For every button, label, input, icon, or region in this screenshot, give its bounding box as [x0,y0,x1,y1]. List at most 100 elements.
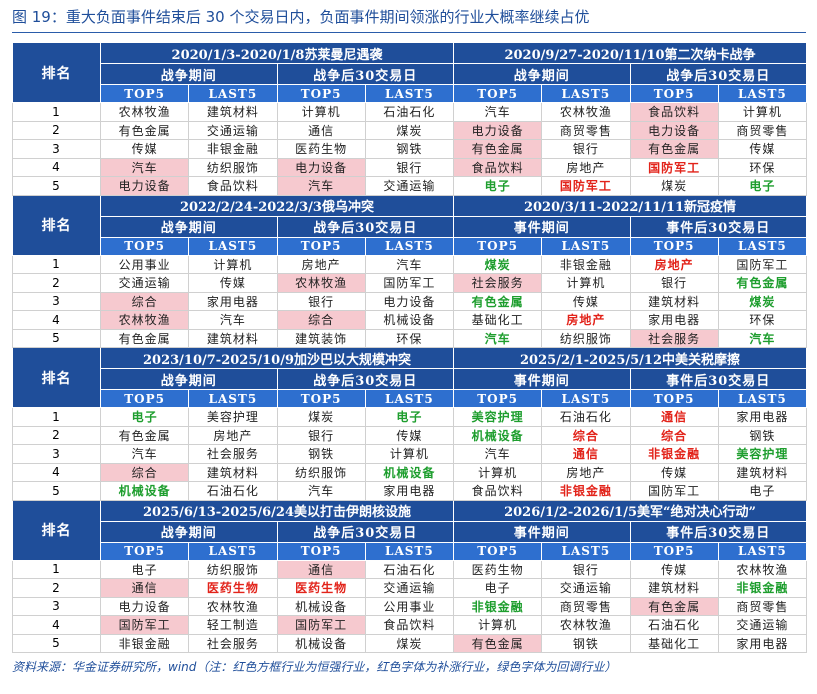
industry-cell: 汽车 [452,102,543,122]
industry-cell: 家用电器 [629,310,719,330]
industry-cell: 汽车 [188,310,278,330]
industry-cell: 建筑材料 [188,462,278,482]
industry-cell: 国防军工 [276,615,366,635]
industry-cell: 房地产 [629,254,719,274]
period-header: 战争期间 [100,63,278,85]
sub-header: TOP5 [99,236,190,256]
industry-cell: 有色金属 [452,139,543,159]
industry-cell: 环保 [364,328,455,348]
industry-cell: 综合 [541,425,631,445]
industry-cell: 建筑材料 [188,102,278,122]
sub-header: LAST5 [717,389,808,408]
industry-cell: 社会服务 [629,328,719,348]
industry-cell: 汽车 [99,157,190,177]
period-header: 事件后30交易日 [629,215,808,238]
industry-cell: 汽车 [452,444,543,464]
industry-cell: 食品饮料 [364,615,455,635]
sub-header: LAST5 [188,389,278,408]
event-header: 2020/1/3-2020/1/8苏莱曼尼遇袭 [100,42,454,64]
industry-cell: 传媒 [717,139,808,159]
industry-cell: 钢铁 [364,139,455,159]
table-row: 战争期间 战争后30交易日 战争期间 战争后30交易日 [13,63,808,85]
table-row: 4 汽车 纺织服饰 电力设备 银行 食品饮料 房地产 国防军工 环保 [12,157,808,177]
industry-cell: 交通运输 [717,615,808,635]
industry-cell: 电子 [717,176,808,196]
sub-header: LAST5 [717,84,808,103]
table-row: 5 电力设备 食品饮料 汽车 交通运输 电子 国防军工 煤炭 电子 [12,176,808,196]
sub-header: TOP5 [99,541,190,561]
industry-cell: 食品饮料 [188,176,278,196]
sub-header: TOP5 [629,84,719,103]
industry-cell: 交通运输 [188,120,278,140]
industry-cell: 交通运输 [541,578,631,598]
period-header: 战争期间 [100,368,278,390]
table-row: 2 有色金属 房地产 银行 传媒 机械设备 综合 综合 钢铁 [12,425,808,445]
industry-cell: 综合 [99,291,190,311]
sub-header: TOP5 [276,236,366,256]
sub-header: LAST5 [541,541,631,561]
rank: 2 [12,425,101,445]
rank: 1 [12,407,101,427]
industry-cell: 电子 [99,559,190,579]
table-row: 5 有色金属 建筑材料 建筑装饰 环保 汽车 纺织服饰 社会服务 汽车 [12,328,808,348]
rank: 4 [12,310,101,330]
sub-header: TOP5 [452,541,543,561]
industry-cell: 轻工制造 [188,615,278,635]
industry-cell: 有色金属 [452,291,543,311]
rank: 5 [12,481,101,501]
rank: 2 [12,273,101,293]
industry-cell: 传媒 [629,462,719,482]
event-header: 2020/9/27-2020/11/10第二次纳卡战争 [452,42,808,64]
event-header: 2023/10/7-2025/10/9加沙巴以大规模冲突 [100,347,454,369]
industry-cell: 美容护理 [452,407,543,427]
sub-header: TOP5 [276,541,366,561]
industry-cell: 钢铁 [717,425,808,445]
industry-cell: 农林牧渔 [276,273,366,293]
sub-header: LAST5 [188,84,278,103]
industry-cell: 钢铁 [276,444,366,464]
table-row: 3 传媒 非银金融 医药生物 钢铁 有色金属 银行 有色金属 传媒 [12,139,808,159]
industry-cell: 医药生物 [188,578,278,598]
industry-cell: 煤炭 [276,407,366,427]
industry-cell: 电力设备 [364,291,455,311]
industry-cell: 石油石化 [629,615,719,635]
rank-header: 排名 [12,42,101,103]
sub-header: TOP5 [452,389,543,408]
rank-header: 排名 [12,499,101,561]
sub-header: TOP5 [99,389,190,408]
table-row: 4 农林牧渔 汽车 综合 机械设备 基础化工 房地产 家用电器 环保 [12,310,808,330]
industry-cell: 汽车 [364,254,455,274]
table-row: 排名 2022/2/24-2022/3/3俄乌冲突 2020/3/11-2022/1… [12,194,808,256]
industry-cell: 非银金融 [629,444,719,464]
rank: 1 [12,559,101,579]
industry-cell: 有色金属 [629,596,719,616]
rank: 4 [12,615,101,635]
industry-cell: 农林牧渔 [541,615,631,635]
industry-cell: 国防军工 [541,176,631,196]
industry-cell: 非银金融 [188,139,278,159]
industry-cell: 公用事业 [99,254,190,274]
period-header: 战争后30交易日 [629,63,808,85]
rank-header: 排名 [12,347,101,408]
rank: 4 [12,462,101,482]
industry-cell: 机械设备 [452,425,543,445]
industry-cell: 纺织服饰 [276,462,366,482]
industry-cell: 建筑装饰 [276,328,366,348]
industry-cell: 传媒 [364,425,455,445]
industry-cell: 机械设备 [99,481,190,501]
industry-cell: 通信 [276,120,366,140]
industry-cell: 纺织服饰 [541,328,631,348]
table-row: 排名 2020/1/3-2020/1/8苏莱曼尼遇袭 2020/9/27-2020/… [12,42,808,103]
industry-cell: 农林牧渔 [99,102,190,122]
industry-cell: 电力设备 [99,176,190,196]
industry-cell: 国防军工 [99,615,190,635]
industry-cell: 机械设备 [364,462,455,482]
industry-cell: 石油石化 [364,559,455,579]
rank: 3 [12,291,101,311]
rank: 2 [12,120,101,140]
industry-cell: 社会服务 [188,633,278,653]
industry-cell: 煤炭 [629,176,719,196]
table-row: 1 电子 纺织服饰 通信 石油石化 医药生物 银行 传媒 农林牧渔 [12,559,808,579]
industry-cell: 房地产 [188,425,278,445]
industry-cell: 计算机 [452,462,543,482]
